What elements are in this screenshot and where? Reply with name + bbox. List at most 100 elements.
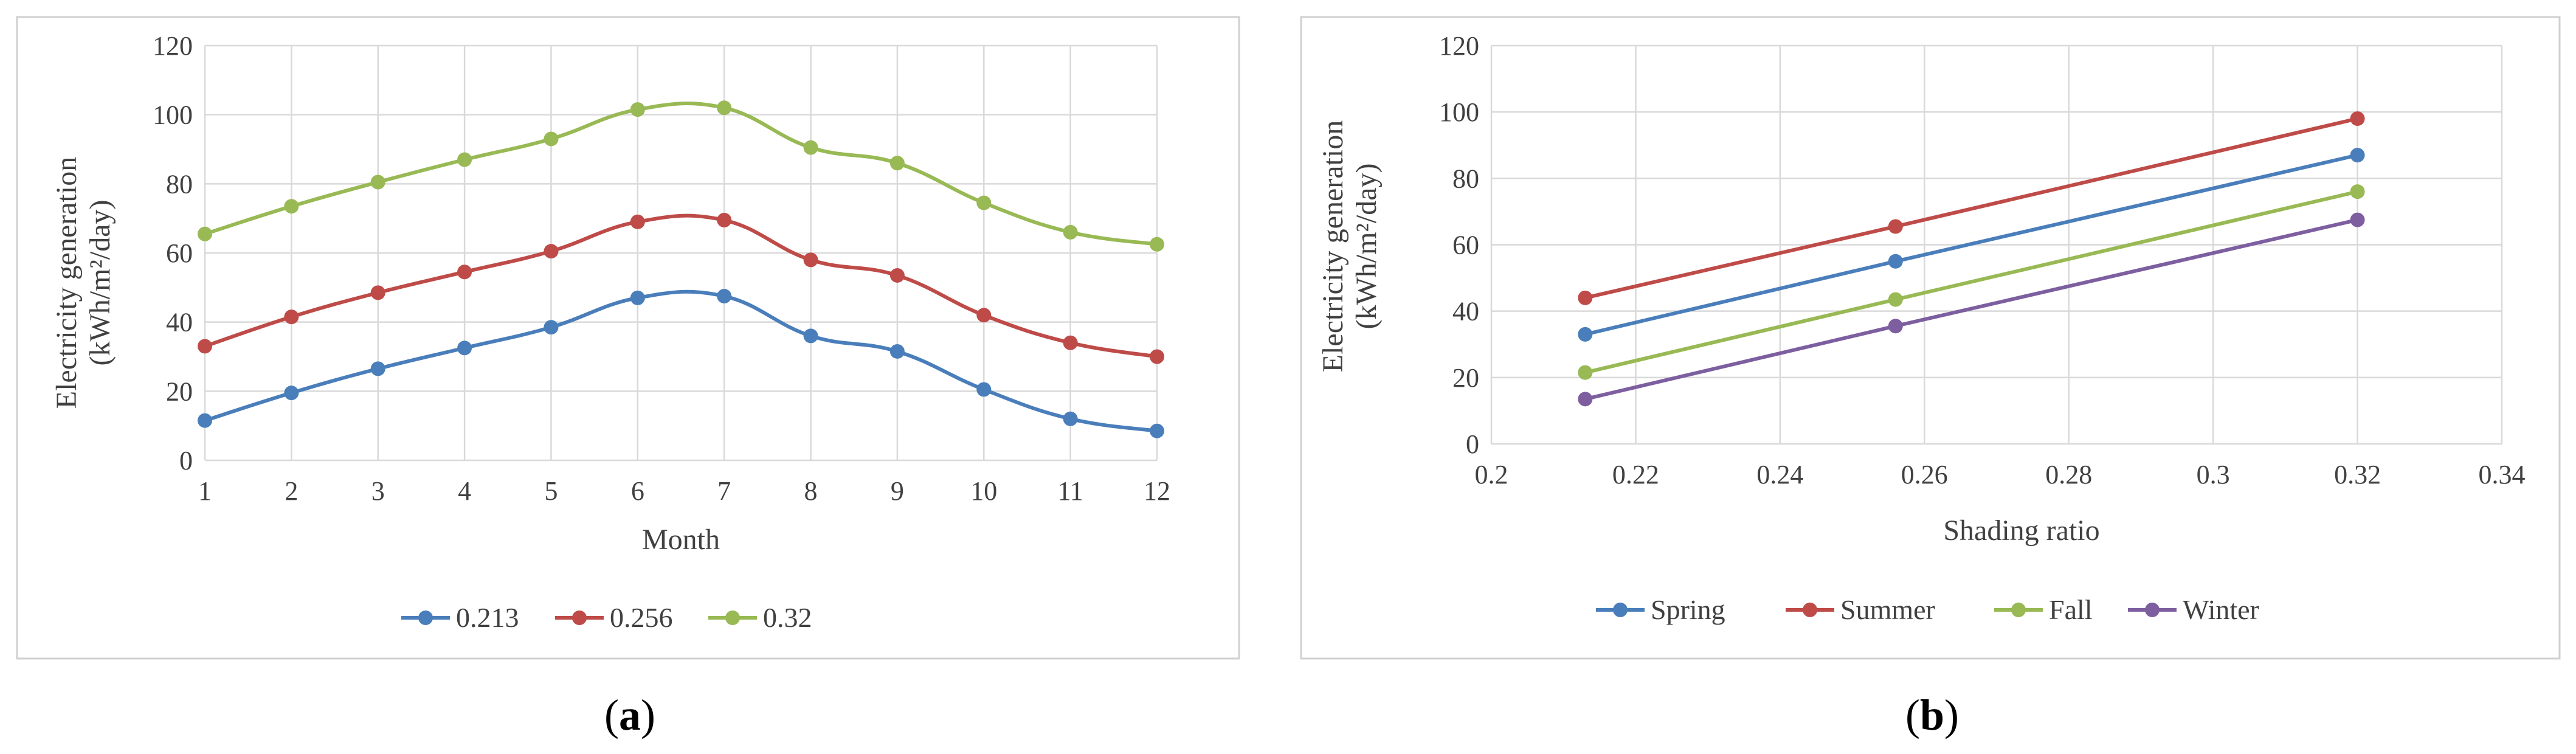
chart-a-ytick: 80 (166, 169, 193, 199)
chart-b-ylabel-line1: Electricity generation (1317, 120, 1349, 372)
data-point-0.256 (630, 214, 645, 229)
legend-item-spring: Spring (1596, 594, 1725, 625)
data-point-0.213 (1063, 411, 1078, 426)
chart-a-xtick: 3 (371, 476, 385, 506)
data-point-0.213 (630, 290, 645, 305)
data-point-fall (1578, 365, 1593, 380)
data-point-winter (1888, 319, 1903, 334)
chart-b-ytick: 80 (1452, 164, 1479, 193)
chart-a-ytick: 40 (166, 308, 193, 337)
legend-swatch-marker (1803, 603, 1817, 617)
legend-label: 0.213 (456, 602, 519, 633)
data-point-winter (1578, 392, 1593, 407)
legend-item-0.32: 0.32 (708, 602, 812, 633)
chart-a-ytick: 100 (153, 100, 193, 130)
chart-b-ytick: 0 (1466, 429, 1479, 459)
chart-a-xlabel: Month (642, 524, 720, 556)
data-point-0.256 (1150, 349, 1164, 364)
legend-item-fall: Fall (1994, 594, 2093, 625)
chart-a-ytick: 0 (179, 446, 193, 476)
data-point-spring (1578, 327, 1593, 342)
data-point-0.213 (889, 344, 905, 359)
data-point-0.256 (544, 244, 559, 259)
data-point-0.213 (803, 328, 818, 344)
chart-b-frame (1300, 16, 2561, 660)
legend-swatch-marker (2145, 603, 2160, 617)
chart-b-ytick: 120 (1439, 31, 1479, 61)
data-point-0.32 (803, 140, 818, 155)
data-point-summer (1578, 290, 1593, 305)
data-point-0.213 (717, 289, 732, 304)
caption-a-letter: a (619, 691, 641, 739)
data-point-winter (2350, 212, 2365, 227)
data-point-spring (2350, 148, 2365, 163)
data-point-0.213 (544, 320, 559, 335)
chart-a-ytick: 60 (166, 238, 193, 268)
data-point-0.256 (370, 285, 385, 300)
data-point-0.213 (370, 361, 385, 376)
data-point-0.32 (976, 195, 992, 210)
data-point-0.32 (457, 152, 472, 167)
chart-a-xtick: 11 (1057, 476, 1083, 506)
data-point-0.256 (889, 268, 905, 283)
chart-a-ytick: 120 (153, 31, 193, 61)
chart-b: 0 20 40 60 80 100 120 0.2 0.22 0.24 0.26 0.28 0.3 0.… (1300, 16, 2561, 660)
chart-b-xtick: 0.32 (2334, 460, 2381, 489)
chart-a-xtick: 12 (1144, 476, 1170, 506)
chart-b-ytick: 60 (1452, 230, 1479, 260)
data-point-0.256 (976, 308, 992, 323)
data-point-0.256 (1063, 335, 1078, 350)
chart-b-xlabel: Shading ratio (1943, 514, 2099, 547)
legend-label: 0.256 (610, 602, 673, 633)
caption-b: (b) (1905, 691, 1959, 739)
data-point-0.213 (284, 386, 299, 401)
chart-a-xtick: 10 (970, 476, 997, 506)
chart-a-xtick: 9 (891, 476, 904, 506)
chart-a-ytick: 20 (166, 376, 193, 406)
data-point-fall (2350, 184, 2365, 199)
series-line-0.213 (203, 289, 1159, 433)
data-point-0.32 (1150, 237, 1164, 252)
data-point-0.213 (198, 413, 212, 428)
data-point-0.256 (717, 213, 732, 228)
chart-a-xtick: 2 (285, 476, 298, 506)
legend-item-0.213: 0.213 (401, 602, 519, 633)
chart-a-xtick: 7 (717, 476, 731, 506)
chart-a-ylabel-line1: Electricity generation (50, 157, 83, 409)
legend-swatch-marker (1613, 603, 1628, 617)
data-point-0.256 (284, 310, 299, 325)
chart-b-xtick: 0.28 (2045, 460, 2092, 489)
chart-b-ytick: 20 (1452, 363, 1479, 393)
legend-item-winter: Winter (2128, 594, 2259, 625)
legend-label: Fall (2049, 594, 2093, 625)
data-point-summer (1888, 219, 1903, 234)
legend-swatch-marker (725, 610, 740, 625)
data-point-0.256 (803, 252, 818, 268)
series-line-winter (1583, 218, 2360, 401)
chart-b-xtick: 0.26 (1901, 460, 1948, 489)
chart-b-xtick: 0.34 (2479, 460, 2526, 489)
data-point-0.213 (976, 382, 992, 397)
series-line-0.32 (203, 101, 1159, 246)
series-line-0.256 (203, 213, 1159, 359)
chart-a-frame (16, 16, 1240, 660)
chart-b-ylabel-line2: (kWh/m²/day) (1350, 164, 1383, 330)
data-point-0.32 (284, 199, 299, 214)
chart-a-xtick: 6 (631, 476, 644, 506)
data-point-0.256 (198, 339, 212, 354)
data-point-0.32 (1063, 224, 1078, 240)
chart-a-xtick: 5 (544, 476, 558, 506)
series-line-summer (1583, 117, 2360, 300)
chart-b-xtick: 0.22 (1612, 460, 1659, 489)
legend-item-summer: Summer (1786, 594, 1935, 625)
chart-a-ylabel-line2: (kWh/m²/day) (84, 200, 116, 366)
legend-swatch-marker (572, 610, 587, 625)
chart-a-xtick: 4 (458, 476, 471, 506)
data-point-spring (1888, 254, 1903, 269)
chart-b-xtick: 0.3 (2197, 460, 2230, 489)
legend-label: Winter (2183, 594, 2259, 625)
data-point-fall (1888, 292, 1903, 307)
legend-swatch-marker (2011, 603, 2026, 617)
